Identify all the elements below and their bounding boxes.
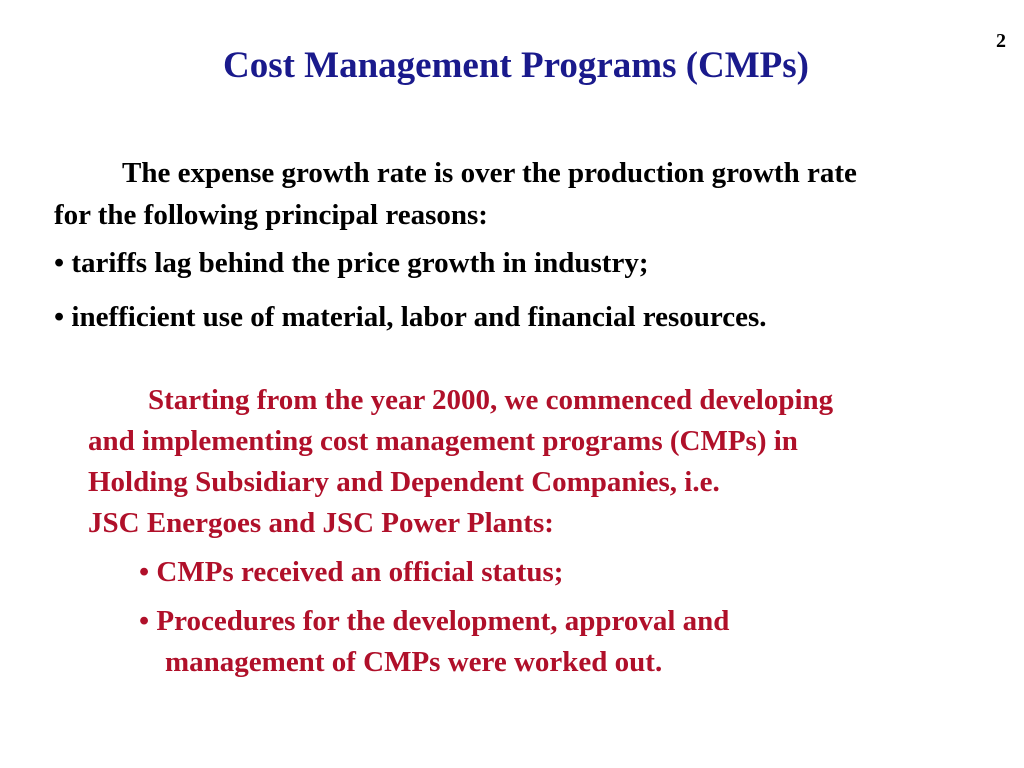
slide-title: Cost Management Programs (CMPs) [222, 45, 810, 86]
achievement-bullet-official-status: • CMPs received an official status; [139, 556, 564, 588]
cmp-start-line-4: JSC Energoes and JSC Power Plants: [88, 507, 554, 539]
intro-line-1: The expense growth rate is over the prod… [122, 157, 857, 189]
reason-bullet-tariffs: • tariffs lag behind the price growth in… [54, 247, 649, 279]
achievement-bullet-procedures: • Procedures for the development, approv… [139, 601, 729, 683]
cmp-start-line-2: and implementing cost management program… [88, 425, 798, 457]
cmp-start-line-1: Starting from the year 2000, we commence… [148, 384, 834, 416]
cmp-start-paragraph: Starting from the year 2000, we commence… [88, 380, 988, 544]
reason-bullet-inefficient-use: • inefficient use of material, labor and… [54, 301, 767, 333]
intro-line-2: for the following principal reasons: [54, 199, 488, 231]
cmp-start-line-3: Holding Subsidiary and Dependent Compani… [88, 466, 720, 498]
intro-paragraph: The expense growth rate is over the prod… [54, 152, 1014, 236]
achievement-procedures-line-2: management of CMPs were worked out. [165, 646, 663, 678]
achievement-procedures-line-1: • Procedures for the development, approv… [139, 605, 730, 637]
page-number: 2 [996, 30, 1006, 52]
